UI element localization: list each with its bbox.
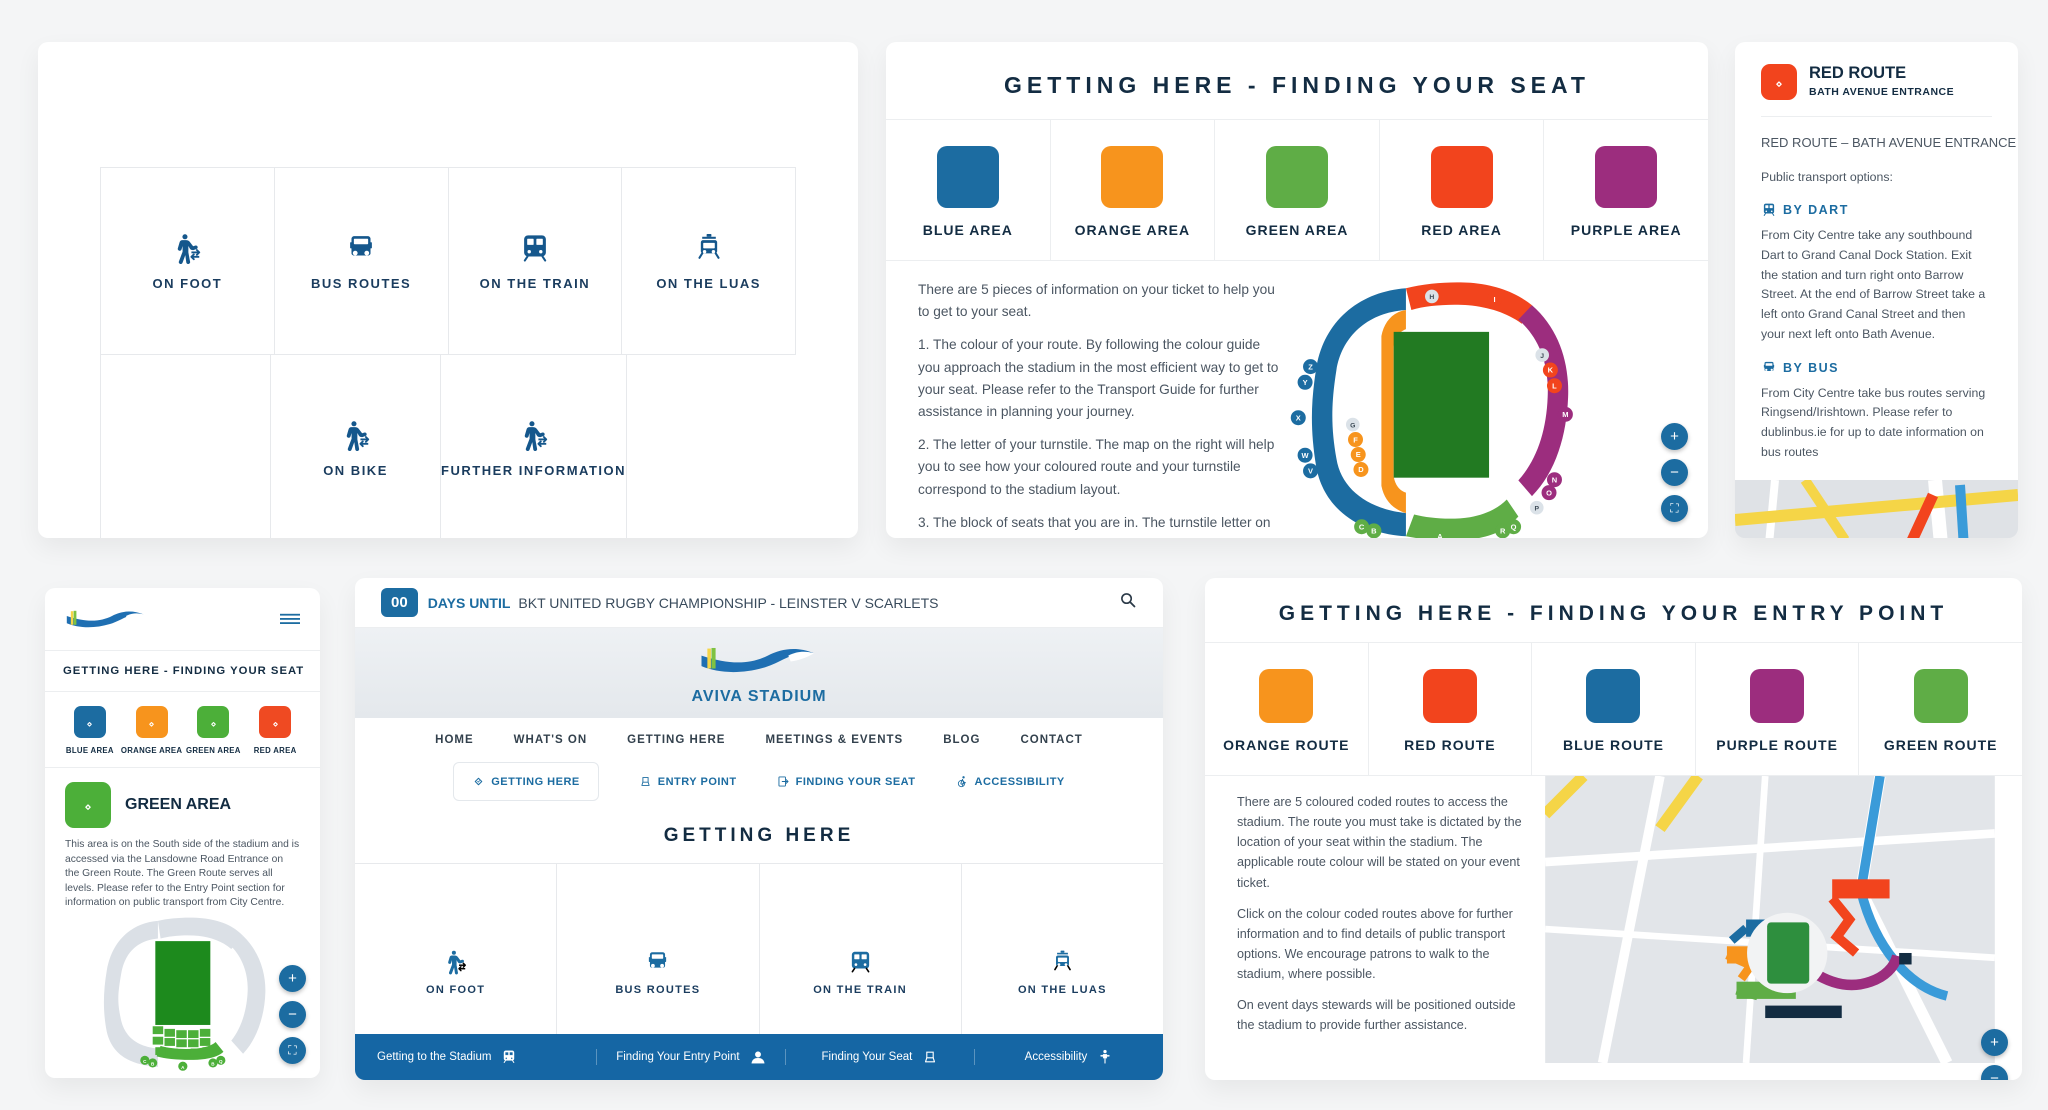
svg-text:R: R [1500, 527, 1506, 536]
svg-text:N: N [1552, 475, 1557, 484]
svg-text:W: W [1302, 451, 1310, 460]
svg-text:G: G [1350, 422, 1355, 429]
svg-text:D: D [1358, 465, 1364, 474]
svg-text:Y: Y [1303, 378, 1308, 387]
svg-text:M: M [1562, 410, 1568, 419]
svg-text:P: P [1534, 505, 1539, 512]
svg-text:J: J [1540, 353, 1544, 360]
svg-text:V: V [1308, 467, 1313, 476]
svg-text:B: B [1371, 527, 1377, 536]
svg-text:H: H [1429, 294, 1434, 301]
svg-text:E: E [1356, 450, 1361, 459]
svg-text:X: X [1296, 413, 1301, 422]
svg-text:C: C [1359, 522, 1365, 531]
svg-text:Q: Q [1511, 522, 1517, 531]
svg-text:K: K [1548, 366, 1554, 375]
svg-text:L: L [1552, 381, 1557, 390]
svg-text:Z: Z [1308, 362, 1313, 371]
svg-text:F: F [1353, 435, 1358, 444]
svg-text:A: A [1437, 532, 1443, 538]
svg-text:O: O [1546, 488, 1552, 497]
svg-text:Q: Q [219, 1059, 223, 1064]
svg-text:I: I [1493, 295, 1495, 304]
